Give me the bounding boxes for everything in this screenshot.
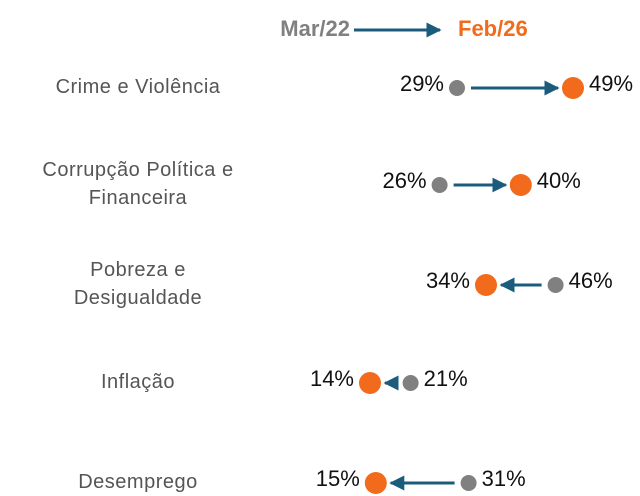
value-label: 26% xyxy=(383,168,427,193)
dot xyxy=(547,277,564,293)
dot xyxy=(449,80,465,96)
dot xyxy=(364,472,387,494)
legend-label: Feb/26 xyxy=(458,16,528,41)
value-label: 14% xyxy=(310,366,354,391)
value-label: 29% xyxy=(400,71,444,96)
category-label: Pobreza e Desigualdade xyxy=(74,259,202,309)
category-label: Corrupção Política e Financeira xyxy=(42,159,233,209)
dot xyxy=(562,77,584,99)
dot xyxy=(460,475,477,491)
value-label: 21% xyxy=(424,366,468,391)
value-label: 31% xyxy=(482,466,526,491)
value-label: 40% xyxy=(537,168,581,193)
value-label: 15% xyxy=(316,466,360,491)
dot xyxy=(359,372,381,394)
dot xyxy=(431,177,448,193)
dot xyxy=(475,274,497,296)
category-label: Crime e Violência xyxy=(56,76,221,98)
dot xyxy=(509,174,532,196)
dot xyxy=(402,375,419,391)
value-label: 34% xyxy=(426,268,470,293)
legend-label: Mar/22 xyxy=(280,16,350,41)
value-label: 46% xyxy=(569,268,613,293)
category-label: Desemprego xyxy=(78,471,198,493)
category-label: Inflação xyxy=(101,371,175,393)
value-label: 49% xyxy=(589,71,633,96)
